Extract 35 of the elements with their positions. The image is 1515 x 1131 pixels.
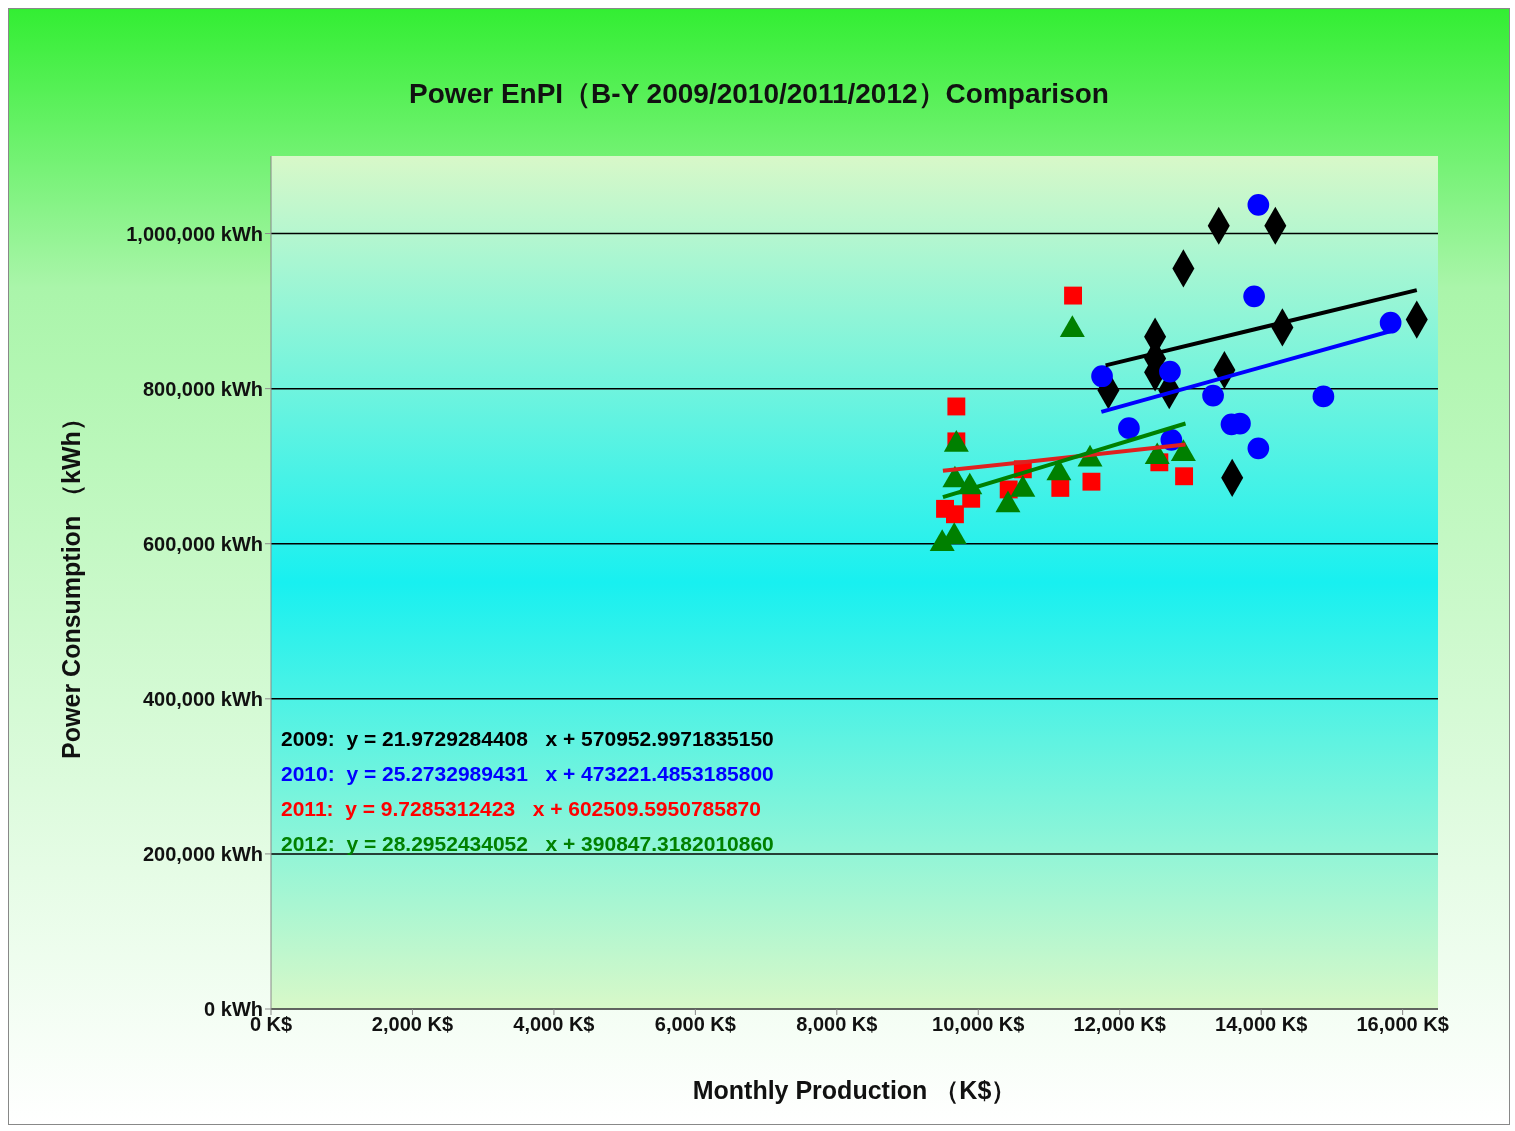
y-axis-title: Power Consumption （kWh） (56, 406, 85, 759)
x-tick-label: 12,000 K$ (1073, 1013, 1166, 1036)
y-tick-label: 600,000 kWh (142, 532, 263, 555)
point (1159, 360, 1181, 383)
point (945, 505, 964, 524)
point (1247, 194, 1270, 216)
point (1064, 286, 1082, 305)
annotation: 2010: y = 25.2732989431 x + 473221.4853185800 (281, 761, 774, 787)
point (1202, 384, 1224, 407)
annotation: 2011: y = 9.7285312423 x + 602509.5950785870 (281, 796, 762, 822)
annotation: 2012: y = 28.2952434052 x + 390847.3182010860 (281, 831, 774, 857)
annotation: 2009: y = 21.9729284408 x + 570952.9971835150 (281, 726, 774, 752)
x-tick-label: 14,000 K$ (1215, 1013, 1308, 1036)
point (1247, 437, 1270, 460)
point (1312, 385, 1335, 408)
point (947, 397, 966, 416)
x-tick-label: 6,000 K$ (654, 1013, 736, 1036)
y-tick-label: 1,000,000 kWh (126, 222, 263, 245)
point (1082, 472, 1101, 491)
point (1379, 311, 1402, 334)
y-tick-label: 400,000 kWh (142, 687, 263, 710)
x-tick-label: 10,000 K$ (932, 1013, 1025, 1036)
x-tick-label: 8,000 K$ (796, 1013, 878, 1036)
x-tick-label: 16,000 K$ (1356, 1013, 1449, 1036)
x-tick-label: 2,000 K$ (371, 1013, 454, 1036)
x-axis-title: Monthly Production （K$） (692, 1076, 1017, 1104)
point (1091, 365, 1113, 388)
y-tick-label: 200,000 kWh (142, 843, 263, 866)
chart-title: Power EnPI（B-Y 2009/2010/2011/2012）Comparison (408, 77, 1110, 111)
y-tick-label: 800,000 kWh (142, 377, 263, 400)
point (1118, 417, 1140, 440)
point (1175, 467, 1194, 486)
point (1243, 285, 1265, 308)
point (1051, 478, 1070, 497)
x-tick-label: 4,000 K$ (513, 1013, 595, 1036)
